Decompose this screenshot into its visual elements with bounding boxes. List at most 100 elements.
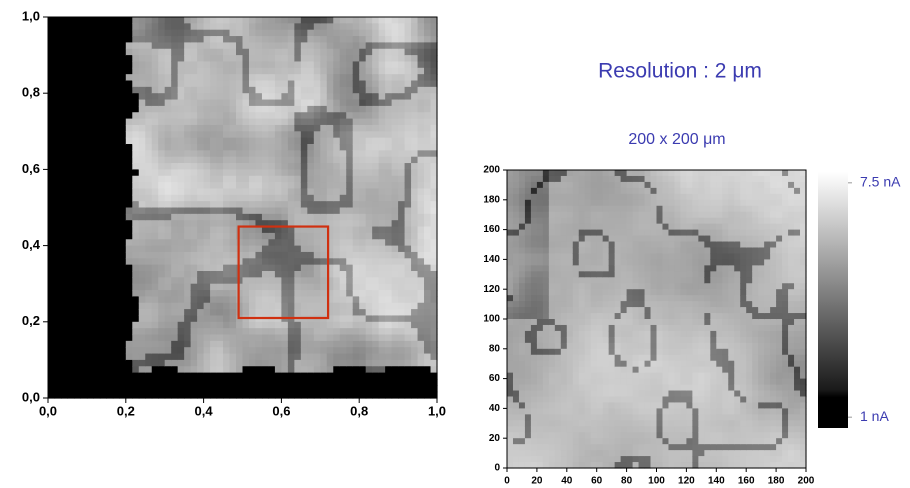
image-pixel — [54, 366, 61, 373]
image-pixel — [555, 367, 562, 374]
image-pixel — [249, 68, 256, 75]
image-pixel — [639, 247, 646, 254]
image-pixel — [171, 265, 178, 272]
image-pixel — [139, 42, 146, 49]
image-pixel — [249, 163, 256, 170]
image-pixel — [621, 242, 628, 249]
image-pixel — [204, 373, 211, 380]
image-pixel — [573, 170, 580, 177]
image-pixel — [80, 36, 87, 43]
image-pixel — [314, 68, 321, 75]
image-pixel — [210, 36, 217, 43]
image-pixel — [537, 259, 544, 266]
image-pixel — [145, 239, 152, 246]
image-pixel — [191, 290, 198, 297]
image-pixel — [119, 233, 126, 240]
image-pixel — [591, 301, 598, 308]
image-pixel — [54, 119, 61, 126]
image-pixel — [145, 150, 152, 157]
image-pixel — [74, 354, 81, 361]
image-pixel — [531, 325, 538, 332]
image-pixel — [268, 163, 275, 170]
image-pixel — [132, 214, 139, 221]
image-pixel — [597, 343, 604, 350]
image-pixel — [262, 322, 269, 329]
image-pixel — [609, 319, 616, 326]
image-pixel — [645, 224, 652, 231]
image-pixel — [621, 361, 628, 368]
image-pixel — [579, 301, 586, 308]
image-pixel — [615, 361, 622, 368]
image-pixel — [139, 106, 146, 113]
image-pixel — [184, 150, 191, 157]
image-pixel — [507, 236, 514, 243]
image-pixel — [567, 188, 574, 195]
image-pixel — [507, 361, 514, 368]
image-pixel — [327, 208, 334, 215]
image-pixel — [87, 258, 94, 265]
image-pixel — [139, 373, 146, 380]
image-pixel — [294, 112, 301, 119]
image-pixel — [424, 290, 431, 297]
image-pixel — [132, 144, 139, 151]
image-pixel — [411, 42, 418, 49]
image-pixel — [217, 131, 224, 138]
image-pixel — [294, 106, 301, 113]
image-pixel — [87, 93, 94, 100]
image-pixel — [255, 150, 262, 157]
image-pixel — [662, 206, 669, 213]
image-pixel — [191, 119, 198, 126]
image-pixel — [74, 233, 81, 240]
image-pixel — [372, 347, 379, 354]
image-pixel — [411, 55, 418, 62]
image-pixel — [320, 208, 327, 215]
image-pixel — [398, 373, 405, 380]
image-pixel — [561, 200, 568, 207]
image-pixel — [61, 144, 68, 151]
image-pixel — [537, 224, 544, 231]
image-pixel — [398, 220, 405, 227]
image-pixel — [366, 112, 373, 119]
image-pixel — [591, 253, 598, 260]
image-pixel — [537, 242, 544, 249]
image-pixel — [585, 224, 592, 231]
image-pixel — [61, 271, 68, 278]
image-pixel — [145, 233, 152, 240]
image-pixel — [379, 169, 386, 176]
image-pixel — [249, 271, 256, 278]
image-pixel — [301, 119, 308, 126]
image-pixel — [294, 125, 301, 132]
image-pixel — [197, 74, 204, 81]
image-pixel — [100, 284, 107, 291]
image-pixel — [621, 456, 628, 463]
image-pixel — [268, 322, 275, 329]
image-pixel — [223, 296, 230, 303]
image-pixel — [385, 290, 392, 297]
image-pixel — [126, 360, 133, 367]
image-pixel — [392, 239, 399, 246]
image-pixel — [281, 335, 288, 342]
image-pixel — [184, 30, 191, 37]
image-pixel — [327, 169, 334, 176]
image-pixel — [424, 360, 431, 367]
image-pixel — [145, 36, 152, 43]
image-pixel — [372, 74, 379, 81]
image-pixel — [585, 396, 592, 403]
image-pixel — [165, 366, 172, 373]
image-pixel — [633, 450, 640, 457]
image-pixel — [132, 208, 139, 215]
image-pixel — [405, 373, 412, 380]
image-pixel — [217, 81, 224, 88]
image-pixel — [366, 227, 373, 234]
image-pixel — [197, 265, 204, 272]
image-pixel — [132, 112, 139, 119]
image-pixel — [597, 259, 604, 266]
image-pixel — [507, 283, 514, 290]
image-pixel — [633, 224, 640, 231]
image-pixel — [145, 284, 152, 291]
image-pixel — [178, 119, 185, 126]
image-pixel — [165, 17, 172, 24]
image-pixel — [555, 170, 562, 177]
image-pixel — [74, 252, 81, 259]
image-pixel — [405, 258, 412, 265]
